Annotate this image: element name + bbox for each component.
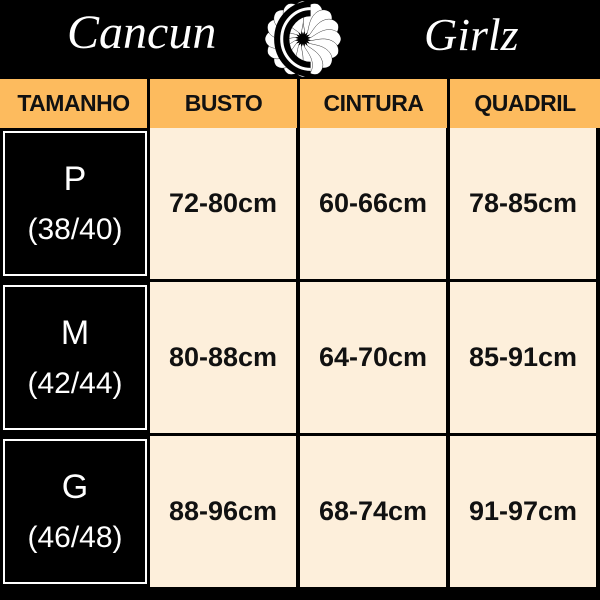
svg-text:Girlz: Girlz [424,9,519,60]
svg-text:Cancun: Cancun [67,6,216,59]
